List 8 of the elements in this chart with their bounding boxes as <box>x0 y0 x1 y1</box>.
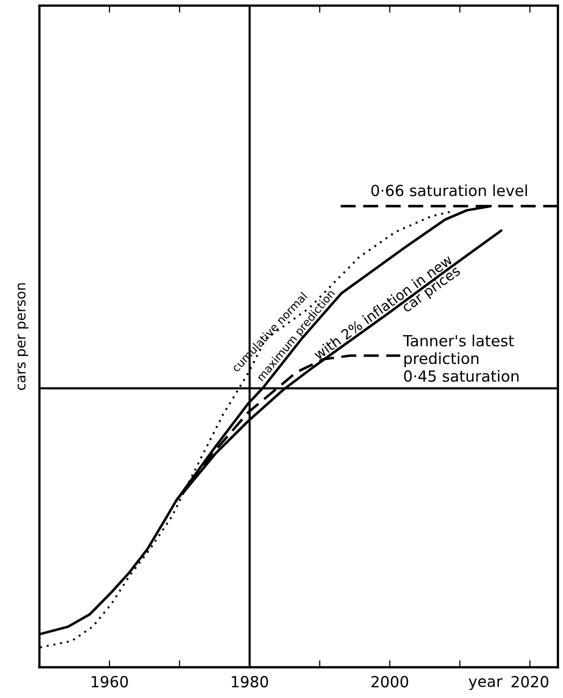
series-label: Tanner's latest prediction 0·45 saturation <box>403 334 519 382</box>
x-axis-title: year <box>468 678 502 690</box>
x-tick-label: 1960 <box>92 676 128 688</box>
y-axis-title: cars per person <box>18 283 28 390</box>
x-tick-label: 2000 <box>371 676 408 688</box>
series-label: 0·66 saturation level <box>371 184 527 196</box>
x-tick-label: 2020 <box>512 676 548 688</box>
x-tick-label: 1980 <box>232 676 268 688</box>
